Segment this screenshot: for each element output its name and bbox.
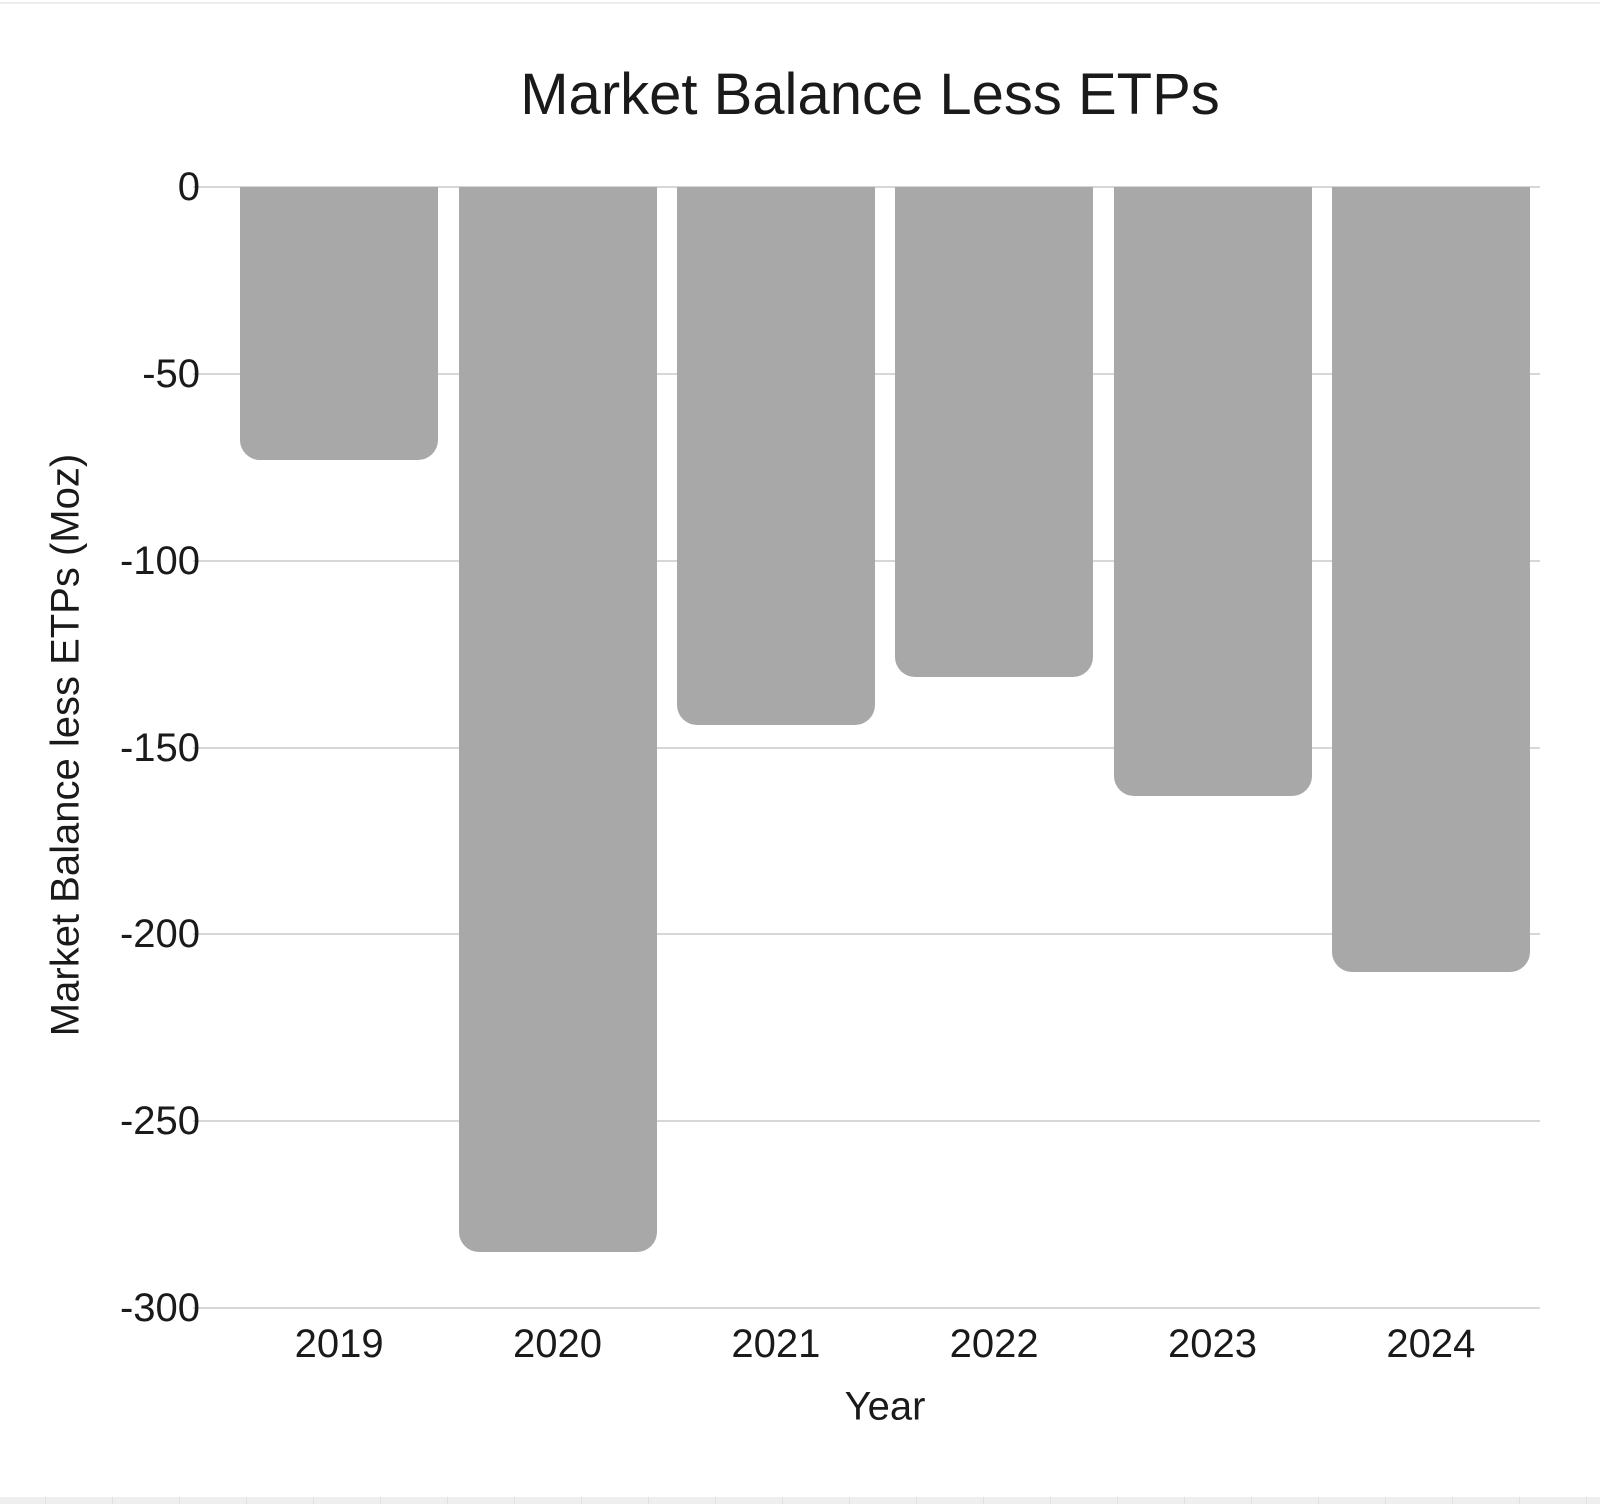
bottom-strip-separator	[1184, 1497, 1185, 1504]
bottom-strip-separator	[313, 1497, 314, 1504]
gridline	[193, 1307, 1540, 1309]
bar-2022[interactable]	[895, 187, 1094, 677]
top-border	[0, 2, 1600, 4]
bar-2019[interactable]	[240, 187, 439, 460]
y-tick-label: 0	[177, 165, 200, 209]
bottom-strip-separator	[849, 1497, 850, 1504]
bottom-strip-separator	[1452, 1497, 1453, 1504]
bar-2024[interactable]	[1331, 187, 1530, 972]
x-tick-label: 2019	[294, 1322, 384, 1366]
y-tick-label: -250	[119, 1099, 200, 1144]
bottom-strip-separator	[246, 1497, 247, 1504]
bar-2020[interactable]	[458, 187, 657, 1252]
x-tick-label: 2022	[949, 1322, 1039, 1366]
gridline	[193, 746, 1540, 749]
bottom-strip-separator	[112, 1497, 113, 1504]
bottom-strip-separator	[1385, 1497, 1386, 1504]
bottom-strip	[0, 1497, 1600, 1504]
x-axis-title: Year	[844, 1384, 926, 1429]
bottom-strip-separator	[179, 1497, 180, 1504]
bottom-strip-separator	[916, 1497, 917, 1504]
bottom-strip-separator	[1519, 1497, 1520, 1504]
bottom-strip-separator	[380, 1497, 381, 1504]
bottom-strip-separator	[983, 1497, 984, 1504]
y-tick-label: -200	[119, 912, 200, 957]
x-tick-label: 2020	[513, 1322, 602, 1366]
bottom-strip-separator	[648, 1497, 649, 1504]
bottom-strip-separator	[1251, 1497, 1252, 1504]
bottom-strip-separator	[581, 1497, 582, 1504]
bottom-strip-separator	[1050, 1497, 1051, 1504]
bottom-strip-separator	[514, 1497, 515, 1504]
bottom-strip-separator	[715, 1497, 716, 1504]
y-tick-label: -300	[119, 1286, 200, 1330]
bottom-strip-separator	[447, 1497, 448, 1504]
bottom-strip-separator	[1586, 1497, 1587, 1504]
x-tick-label: 2021	[731, 1322, 821, 1366]
x-tick-label: 2023	[1168, 1322, 1257, 1366]
chart-title: Market Balance Less ETPs	[520, 62, 1220, 127]
bar-2023[interactable]	[1113, 187, 1312, 797]
bar-2021[interactable]	[676, 187, 875, 726]
x-tick-label: 2024	[1386, 1322, 1476, 1366]
bottom-strip-separator	[1318, 1497, 1319, 1504]
y-tick-label: -50	[142, 351, 200, 396]
bottom-strip-separator	[782, 1497, 783, 1504]
y-tick-label: -100	[119, 538, 200, 583]
y-tick-label: -150	[119, 725, 200, 770]
gridline	[193, 1120, 1540, 1123]
bottom-strip-separator	[1117, 1497, 1118, 1504]
bottom-strip-separator	[45, 1497, 46, 1504]
gridline	[193, 933, 1540, 936]
